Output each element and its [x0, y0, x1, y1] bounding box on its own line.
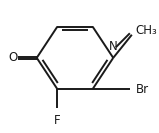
Text: Br: Br	[136, 83, 149, 96]
Text: O: O	[8, 51, 17, 64]
Text: F: F	[54, 114, 61, 127]
Text: CH₃: CH₃	[136, 24, 158, 37]
Text: N: N	[109, 40, 118, 53]
